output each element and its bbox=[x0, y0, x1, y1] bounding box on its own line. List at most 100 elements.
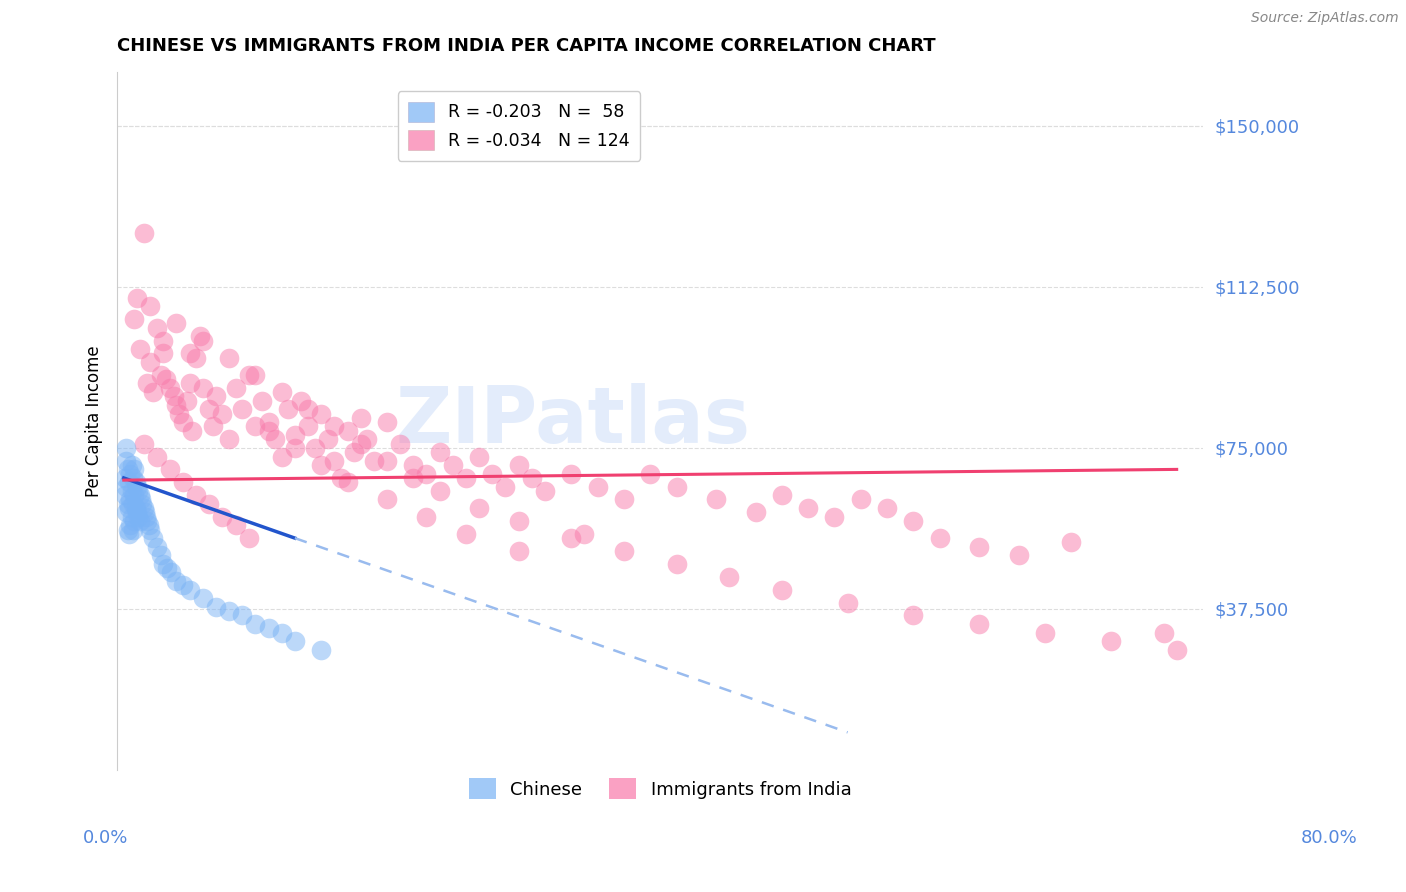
Point bbox=[375, 454, 398, 468]
Point bbox=[152, 346, 174, 360]
Point bbox=[257, 424, 280, 438]
Point bbox=[167, 407, 190, 421]
Point bbox=[903, 514, 925, 528]
Point bbox=[139, 299, 162, 313]
Point bbox=[165, 317, 187, 331]
Point bbox=[163, 389, 186, 403]
Point bbox=[138, 518, 160, 533]
Point bbox=[211, 509, 233, 524]
Point bbox=[586, 479, 609, 493]
Point bbox=[402, 471, 425, 485]
Point bbox=[188, 329, 211, 343]
Point bbox=[218, 351, 240, 365]
Point bbox=[115, 505, 138, 519]
Point bbox=[744, 505, 766, 519]
Point bbox=[270, 385, 292, 400]
Point bbox=[179, 376, 201, 391]
Point bbox=[202, 419, 225, 434]
Point bbox=[118, 501, 141, 516]
Point bbox=[135, 509, 157, 524]
Point bbox=[205, 599, 228, 614]
Point bbox=[1153, 625, 1175, 640]
Point bbox=[1099, 634, 1122, 648]
Point bbox=[665, 479, 688, 493]
Point bbox=[225, 381, 247, 395]
Point bbox=[160, 566, 183, 580]
Point bbox=[231, 608, 253, 623]
Point bbox=[155, 372, 177, 386]
Point bbox=[125, 291, 148, 305]
Point bbox=[145, 320, 167, 334]
Point bbox=[494, 479, 516, 493]
Point bbox=[159, 381, 181, 395]
Point bbox=[115, 441, 138, 455]
Point bbox=[290, 393, 312, 408]
Point bbox=[179, 346, 201, 360]
Point bbox=[124, 312, 146, 326]
Point bbox=[139, 523, 162, 537]
Point bbox=[127, 509, 149, 524]
Point bbox=[245, 419, 267, 434]
Point bbox=[297, 402, 319, 417]
Point bbox=[145, 540, 167, 554]
Y-axis label: Per Capita Income: Per Capita Income bbox=[86, 345, 103, 497]
Point bbox=[375, 415, 398, 429]
Point bbox=[145, 450, 167, 464]
Point bbox=[415, 467, 437, 481]
Point bbox=[574, 526, 596, 541]
Point bbox=[363, 454, 385, 468]
Point bbox=[718, 570, 741, 584]
Point bbox=[797, 501, 820, 516]
Point bbox=[323, 454, 346, 468]
Point bbox=[389, 436, 412, 450]
Point bbox=[238, 368, 260, 382]
Text: 80.0%: 80.0% bbox=[1301, 830, 1357, 847]
Point bbox=[124, 488, 146, 502]
Point bbox=[560, 531, 582, 545]
Point bbox=[132, 226, 155, 240]
Point bbox=[323, 419, 346, 434]
Point bbox=[211, 407, 233, 421]
Point bbox=[124, 462, 146, 476]
Point bbox=[124, 475, 146, 490]
Point bbox=[270, 625, 292, 640]
Text: 0.0%: 0.0% bbox=[83, 830, 128, 847]
Point bbox=[128, 342, 150, 356]
Point bbox=[284, 441, 307, 455]
Point bbox=[124, 514, 146, 528]
Point bbox=[121, 458, 143, 472]
Point bbox=[156, 561, 179, 575]
Point bbox=[159, 462, 181, 476]
Point bbox=[257, 415, 280, 429]
Point bbox=[139, 355, 162, 369]
Point bbox=[152, 334, 174, 348]
Point bbox=[468, 450, 491, 464]
Point bbox=[415, 509, 437, 524]
Point bbox=[613, 544, 636, 558]
Point bbox=[704, 492, 727, 507]
Point bbox=[181, 424, 204, 438]
Point bbox=[218, 604, 240, 618]
Point bbox=[172, 415, 194, 429]
Point bbox=[508, 514, 530, 528]
Point bbox=[245, 617, 267, 632]
Point bbox=[125, 505, 148, 519]
Point bbox=[481, 467, 503, 481]
Point bbox=[429, 483, 451, 498]
Point bbox=[121, 483, 143, 498]
Point bbox=[114, 471, 136, 485]
Point bbox=[441, 458, 464, 472]
Point bbox=[120, 467, 142, 481]
Point bbox=[142, 531, 165, 545]
Point bbox=[131, 497, 153, 511]
Point bbox=[1166, 642, 1188, 657]
Point bbox=[134, 505, 156, 519]
Point bbox=[1033, 625, 1056, 640]
Point bbox=[149, 549, 172, 563]
Point bbox=[837, 595, 859, 609]
Point bbox=[231, 402, 253, 417]
Point bbox=[876, 501, 898, 516]
Point bbox=[176, 393, 198, 408]
Point bbox=[638, 467, 661, 481]
Point bbox=[165, 398, 187, 412]
